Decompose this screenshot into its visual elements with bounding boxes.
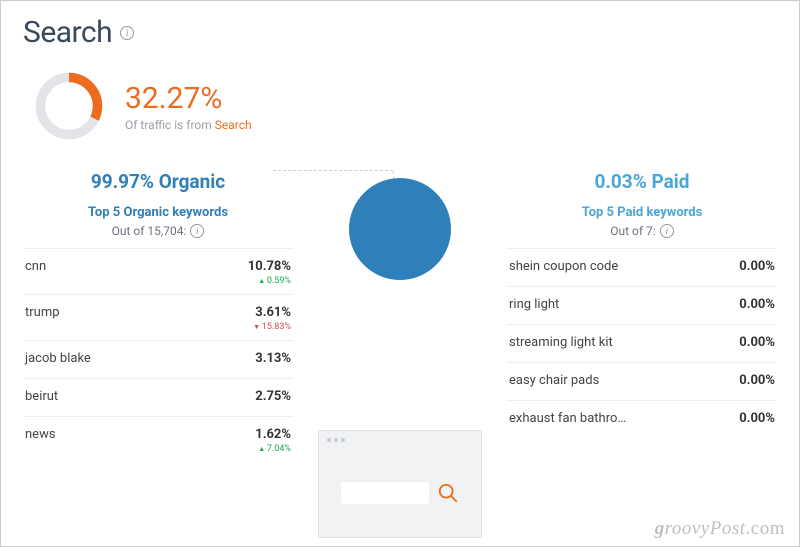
- paid-subtitle[interactable]: Top 5 Paid keywords: [507, 205, 777, 220]
- keyword-delta: 7.04%: [255, 444, 291, 454]
- window-dot: [334, 438, 338, 442]
- keyword-pct: 0.00%: [739, 297, 775, 312]
- search-field-graphic: [341, 482, 429, 504]
- info-icon[interactable]: i: [660, 224, 674, 238]
- traffic-pct-block: 32.27% Of traffic is from Search: [125, 81, 252, 132]
- keyword-name: exhaust fan bathro…: [509, 411, 626, 426]
- keyword-pct: 0.00%: [739, 411, 775, 426]
- organic-subtitle[interactable]: Top 5 Organic keywords: [23, 205, 293, 220]
- search-body: [319, 449, 481, 537]
- keyword-row[interactable]: beirut 2.75%: [23, 378, 293, 416]
- center-graphics: [315, 170, 485, 538]
- traffic-pct: 32.27%: [125, 81, 252, 116]
- organic-column: 99.97% Organic Top 5 Organic keywords Ou…: [23, 170, 293, 462]
- organic-keyword-list: cnn 10.78% 0.59% trump 3.61% 15.83% jacob blak…: [23, 248, 293, 462]
- keyword-row[interactable]: jacob blake 3.13%: [23, 340, 293, 378]
- keyword-name: beirut: [25, 389, 58, 404]
- keyword-row[interactable]: ring light 0.00%: [507, 286, 777, 324]
- keyword-row[interactable]: easy chair pads 0.00%: [507, 362, 777, 400]
- traffic-summary: 32.27% Of traffic is from Search: [31, 68, 777, 144]
- organic-outof: Out of 15,704: i: [23, 224, 293, 238]
- keyword-pct: 3.13%: [255, 351, 291, 366]
- keyword-row[interactable]: news 1.62% 7.04%: [23, 416, 293, 462]
- window-dot: [341, 438, 345, 442]
- traffic-caption: Of traffic is from Search: [125, 118, 252, 132]
- keyword-stats: 3.13%: [255, 351, 291, 366]
- page-title: Search: [23, 15, 112, 50]
- keyword-row[interactable]: streaming light kit 0.00%: [507, 324, 777, 362]
- organic-title: 99.97% Organic: [23, 170, 293, 193]
- traffic-caption-prefix: Of traffic is from: [125, 118, 215, 132]
- keyword-stats: 0.00%: [739, 297, 775, 312]
- keyword-stats: 0.00%: [739, 259, 775, 274]
- paid-outof-text: Out of 7:: [610, 224, 655, 238]
- window-bar: [319, 431, 481, 449]
- pie-chart-wrap: [340, 178, 460, 280]
- keyword-row[interactable]: trump 3.61% 15.83%: [23, 294, 293, 340]
- keyword-stats: 1.62% 7.04%: [255, 427, 291, 454]
- keyword-stats: 10.78% 0.59%: [248, 259, 291, 286]
- keyword-pct: 0.00%: [739, 373, 775, 388]
- keyword-delta: 0.59%: [248, 276, 291, 286]
- keyword-row[interactable]: shein coupon code 0.00%: [507, 248, 777, 286]
- search-panel: Search i 32.27% Of traffic is from Searc…: [1, 1, 799, 462]
- keyword-pct: 2.75%: [255, 389, 291, 404]
- keyword-pct: 0.00%: [739, 259, 775, 274]
- keyword-delta: 15.83%: [253, 322, 291, 332]
- info-icon[interactable]: i: [120, 26, 134, 40]
- keyword-name: jacob blake: [25, 351, 91, 366]
- donut-chart: [31, 68, 107, 144]
- keyword-pct: 10.78%: [248, 259, 291, 274]
- keyword-pct: 1.62%: [255, 427, 291, 442]
- keyword-stats: 3.61% 15.83%: [253, 305, 291, 332]
- keyword-name: shein coupon code: [509, 259, 618, 274]
- keyword-row[interactable]: exhaust fan bathro… 0.00%: [507, 400, 777, 438]
- search-icon: [437, 482, 459, 504]
- watermark-text: roovyPost: [665, 518, 746, 539]
- watermark: groovyPost.com: [655, 518, 785, 540]
- panel-header: Search i: [23, 15, 777, 50]
- search-illustration: [318, 430, 482, 538]
- keyword-name: trump: [25, 305, 60, 320]
- keywords-section: 99.97% Organic Top 5 Organic keywords Ou…: [23, 170, 777, 462]
- window-dot: [327, 438, 331, 442]
- keyword-name: news: [25, 427, 56, 442]
- paid-keyword-list: shein coupon code0.00%ring light0.00%str…: [507, 248, 777, 438]
- paid-column: 0.03% Paid Top 5 Paid keywords Out of 7:…: [507, 170, 777, 438]
- keyword-stats: 0.00%: [739, 373, 775, 388]
- keyword-pct: 3.61%: [253, 305, 291, 320]
- paid-outof: Out of 7: i: [507, 224, 777, 238]
- keyword-name: streaming light kit: [509, 335, 613, 350]
- keyword-pct: 0.00%: [739, 335, 775, 350]
- keyword-name: cnn: [25, 259, 46, 274]
- pie-chart: [349, 178, 451, 280]
- keyword-stats: 2.75%: [255, 389, 291, 404]
- paid-title: 0.03% Paid: [507, 170, 777, 193]
- organic-outof-text: Out of 15,704:: [112, 224, 187, 238]
- keyword-stats: 0.00%: [739, 335, 775, 350]
- keyword-name: easy chair pads: [509, 373, 599, 388]
- keyword-name: ring light: [509, 297, 559, 312]
- keyword-stats: 0.00%: [739, 411, 775, 426]
- info-icon[interactable]: i: [190, 224, 204, 238]
- keyword-row[interactable]: cnn 10.78% 0.59%: [23, 248, 293, 294]
- traffic-caption-hl: Search: [215, 118, 252, 132]
